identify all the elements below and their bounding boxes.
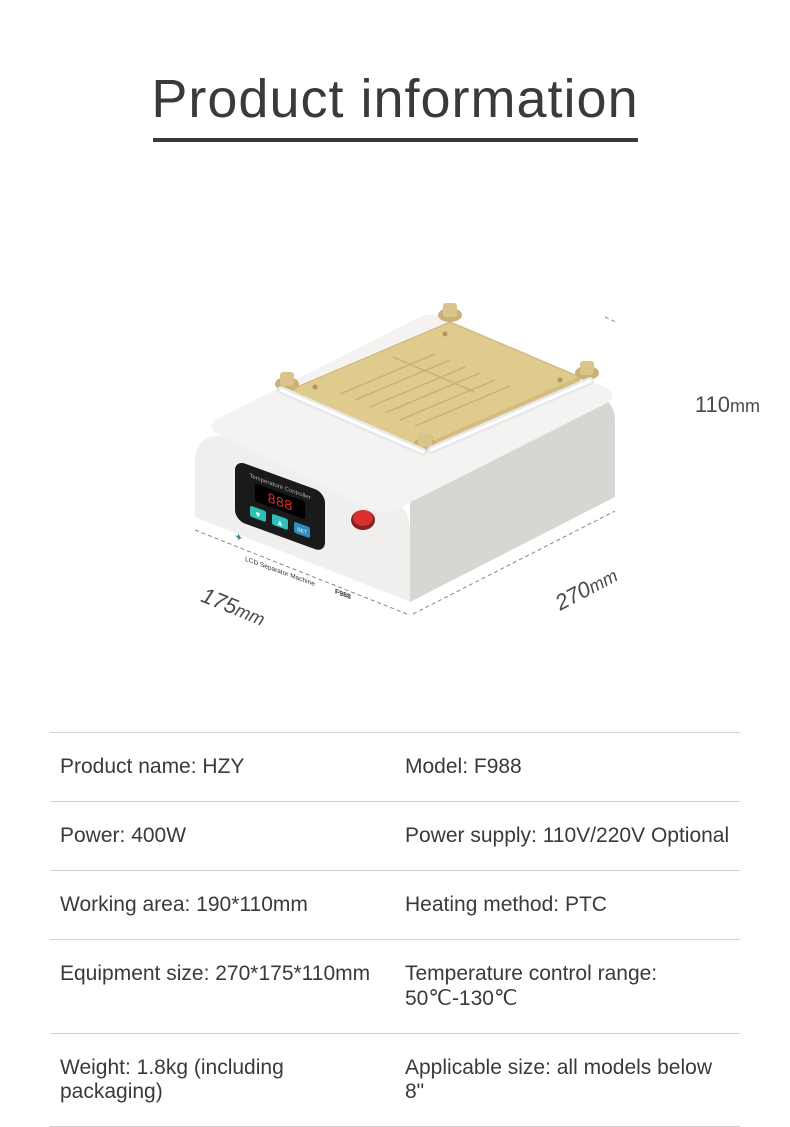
spec-table: Product name: HZY Model: F988 Power: 400… [50, 732, 740, 1127]
spec-row: Weight: 1.8kg (including packaging) Appl… [50, 1033, 740, 1127]
spec-cell: Weight: 1.8kg (including packaging) [50, 1056, 395, 1104]
spec-row: Product name: HZY Model: F988 [50, 732, 740, 801]
product-device-illustration: Temperature Controller 888 ▼ ▲ SET ✦ LCD… [175, 272, 615, 632]
spec-row: Power: 400W Power supply: 110V/220V Opti… [50, 801, 740, 870]
spec-cell: Equipment size: 270*175*110mm [50, 962, 395, 1011]
title-underline [153, 138, 638, 142]
spec-cell: Product name: HZY [50, 755, 395, 779]
product-image-area: Temperature Controller 888 ▼ ▲ SET ✦ LCD… [85, 242, 705, 682]
spec-cell: Power: 400W [50, 824, 395, 848]
spec-cell: Temperature control range: 50℃-130℃ [395, 962, 740, 1011]
model-num: F988 [335, 587, 351, 602]
spec-cell: Heating method: PTC [395, 893, 740, 917]
svg-text:✦: ✦ [235, 531, 243, 544]
model-label: LCD Separator Machine [245, 556, 315, 588]
spec-cell: Working area: 190*110mm [50, 893, 395, 917]
page-title: Product information [0, 0, 790, 130]
spec-cell: Applicable size: all models below 8" [395, 1056, 740, 1104]
dimension-height: 110mm [695, 392, 760, 418]
spec-row: Equipment size: 270*175*110mm Temperatur… [50, 939, 740, 1033]
spec-cell: Model: F988 [395, 755, 740, 779]
spec-cell: Power supply: 110V/220V Optional [395, 824, 740, 848]
spec-row: Working area: 190*110mm Heating method: … [50, 870, 740, 939]
device-svg: Temperature Controller 888 ▼ ▲ SET ✦ LCD… [175, 272, 615, 632]
